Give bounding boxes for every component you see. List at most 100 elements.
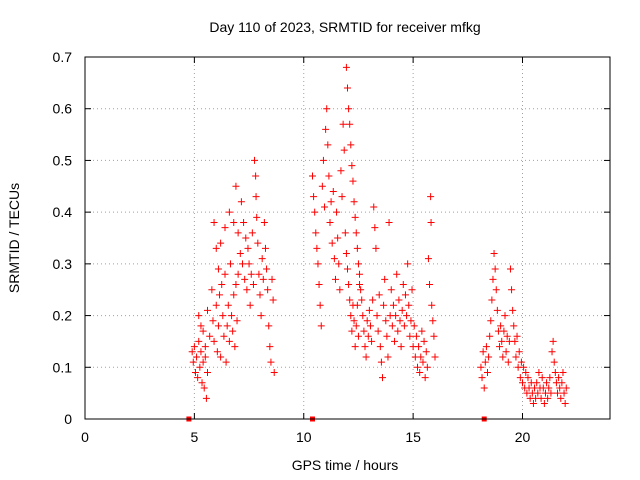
- y-axis-label: SRMTID / TECUs: [6, 183, 22, 293]
- data-point: [315, 281, 323, 289]
- data-point: [373, 312, 381, 320]
- data-point: [509, 306, 517, 314]
- data-point: [246, 301, 254, 309]
- data-point: [223, 322, 231, 330]
- data-point: [479, 348, 487, 356]
- data-point: [392, 312, 400, 320]
- data-point: [357, 286, 365, 294]
- data-point: [415, 343, 423, 351]
- data-point: [345, 105, 353, 113]
- data-point: [225, 208, 233, 216]
- data-point: [517, 358, 525, 366]
- y-tick-labels: 0 0.1 0.2 0.3 0.4 0.5 0.6 0.7: [53, 49, 73, 427]
- data-point: [537, 394, 545, 402]
- data-point: [548, 348, 556, 356]
- data-point: [342, 63, 350, 71]
- data-point: [217, 353, 225, 361]
- data-point: [504, 358, 512, 366]
- x-tick-label: 0: [81, 429, 89, 445]
- data-point: [346, 120, 354, 128]
- data-point: [352, 229, 360, 237]
- data-point: [512, 353, 520, 361]
- data-point: [379, 374, 386, 382]
- data-point: [191, 368, 199, 376]
- data-point: [354, 260, 362, 268]
- data-point: [257, 312, 265, 320]
- data-point: [358, 296, 366, 304]
- y-tick-label: 0: [64, 411, 72, 427]
- data-point: [529, 399, 537, 407]
- data-point: [189, 358, 197, 366]
- data-point: [535, 368, 543, 376]
- data-point: [513, 332, 521, 340]
- data-point: [317, 322, 325, 330]
- data-point: [490, 250, 498, 258]
- data-point: [362, 353, 370, 361]
- data-point: [429, 317, 437, 325]
- data-point: [510, 322, 518, 330]
- data-point: [556, 384, 564, 392]
- data-point: [491, 265, 499, 273]
- data-point: [347, 312, 355, 320]
- chart-title: Day 110 of 2023, SRMTID for receiver mfk…: [209, 19, 480, 35]
- data-point: [256, 291, 264, 299]
- data-point: [540, 399, 548, 407]
- data-point: [199, 358, 207, 366]
- data-point: [372, 244, 380, 252]
- data-point: [492, 286, 500, 294]
- data-point: [551, 368, 559, 376]
- data-point: [337, 167, 345, 175]
- data-point: [265, 322, 273, 330]
- data-point: [380, 301, 388, 309]
- data-point: [316, 301, 324, 309]
- data-point: [430, 332, 438, 340]
- data-point: [486, 332, 494, 340]
- data-point: [199, 327, 207, 335]
- data-point: [484, 368, 491, 376]
- data-point: [251, 156, 259, 164]
- data-point: [382, 317, 390, 325]
- data-point: [204, 368, 211, 376]
- data-point: [533, 379, 541, 387]
- data-point: [195, 337, 203, 345]
- data-point: [334, 234, 342, 242]
- data-point: [312, 229, 320, 237]
- data-point: [388, 322, 396, 330]
- data-point: [323, 105, 331, 113]
- data-point: [485, 353, 493, 361]
- data-point: [345, 281, 353, 289]
- data-point: [368, 337, 376, 345]
- x-tick-label: 20: [515, 429, 531, 445]
- data-point: [389, 301, 397, 309]
- y-tick-label: 0.5: [53, 152, 73, 168]
- data-point: [397, 343, 405, 351]
- data-point: [261, 244, 269, 252]
- data-point: [361, 343, 369, 351]
- data-point: [231, 343, 239, 351]
- data-point: [234, 270, 242, 278]
- data-point: [522, 368, 530, 376]
- data-point: [241, 275, 249, 283]
- data-point: [359, 312, 367, 320]
- data-point: [400, 322, 408, 330]
- data-point: [198, 379, 206, 387]
- data-point: [195, 312, 203, 320]
- data-point: [188, 348, 196, 356]
- data-point: [340, 146, 348, 154]
- data-point: [377, 358, 385, 366]
- grid-lines: [85, 57, 610, 419]
- data-point: [516, 374, 524, 382]
- data-point: [218, 281, 226, 289]
- data-point: [543, 379, 551, 387]
- data-point: [319, 156, 327, 164]
- data-point: [333, 208, 341, 216]
- data-point: [348, 327, 356, 335]
- y-tick-label: 0.2: [53, 308, 73, 324]
- data-point: [212, 244, 220, 252]
- data-point: [399, 281, 407, 289]
- data-point: [229, 327, 237, 335]
- data-point: [214, 265, 222, 273]
- data-point: [410, 322, 418, 330]
- data-point: [520, 363, 528, 371]
